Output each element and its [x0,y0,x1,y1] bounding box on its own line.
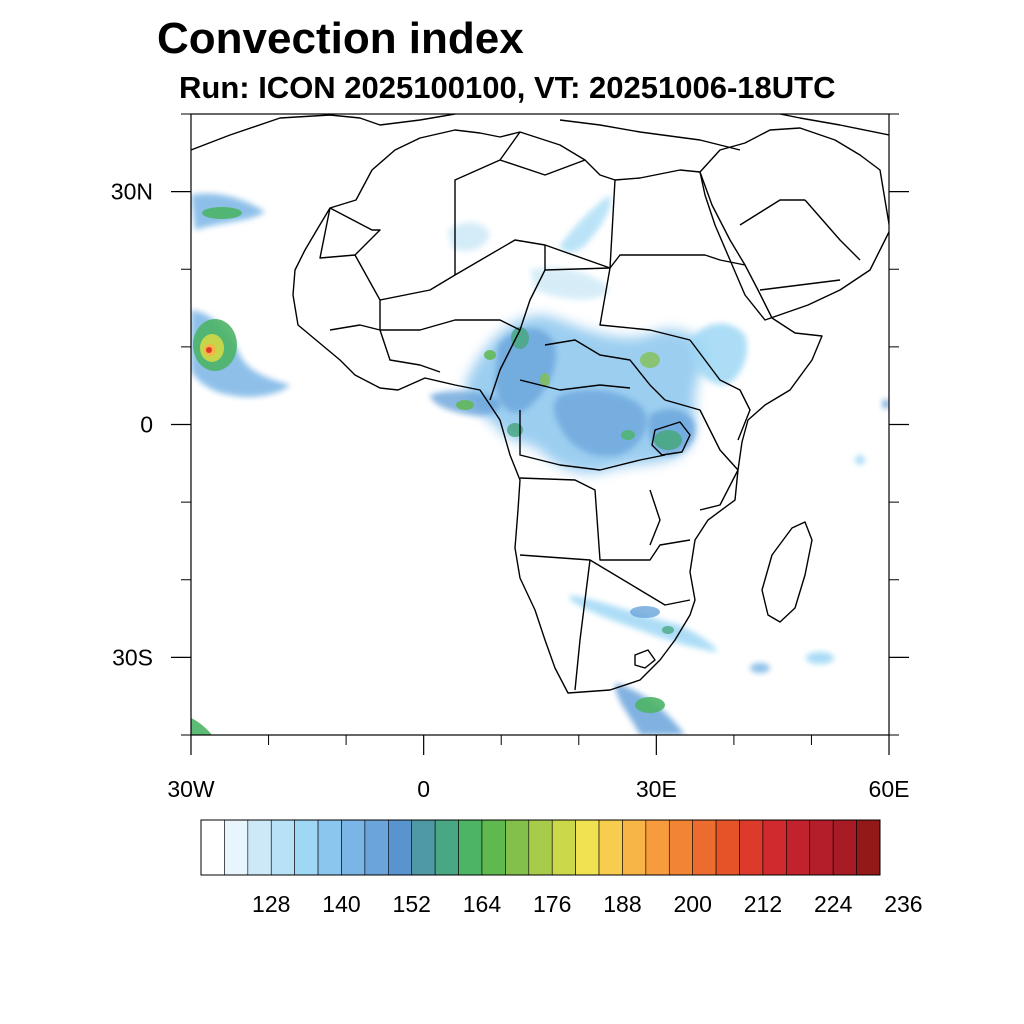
field-congo-core [553,389,648,457]
field-southwest-corner [191,718,212,735]
map-axes: 30N 0 30S 30W 0 30E 60E [111,113,910,802]
lat-tick-label: 30S [112,644,153,670]
field-libya-band [560,195,611,253]
colorbar-tick-label: 128 [252,891,290,917]
colorbar-swatch [598,819,623,876]
colorbar-swatch [668,819,693,876]
colorbar-swatch [692,819,717,876]
lake-victoria [651,421,691,456]
colorbar-swatch [528,819,553,876]
colorbar-swatch [388,819,413,876]
colorbar-swatch [645,819,670,876]
colorbar-swatch [317,819,342,876]
colorbar-swatch [200,819,225,876]
colorbar-swatch [832,819,857,876]
colorbar-tick-label: 152 [393,891,431,917]
field-ethiopia [689,323,748,385]
lon-tick-label: 60E [869,776,910,802]
colorbar-tick-label: 140 [322,891,360,917]
colorbar-swatch [434,819,459,876]
field-chad-band [530,267,610,300]
colorbar-swatch [224,819,249,876]
arabia-coastline [699,127,889,321]
colorbar-tick-label: 188 [603,891,641,917]
colorbar-frame [200,819,881,876]
africa-coastline [292,129,823,694]
colorbar-tick-label: 176 [533,891,571,917]
colorbar-swatch [575,819,600,876]
colorbar-tick-label: 236 [884,891,922,917]
map-title: Convection index [157,14,524,63]
colorbar-tick-label: 224 [814,891,853,917]
colorbar-swatch [364,819,389,876]
colorbar-swatch [341,819,366,876]
colorbar-tick-label: 164 [463,891,502,917]
plot-area [191,114,889,735]
colorbar-swatch [786,819,811,876]
lat-tick-label: 30N [111,179,153,205]
colorbar-swatch [739,819,764,876]
colorbar-swatch [411,819,436,876]
europe-coastline [191,114,889,151]
colorbar-swatch [856,819,881,876]
field-lake-victoria-green [654,430,682,450]
colorbar-swatch [458,819,483,876]
lon-tick-label: 30E [636,776,677,802]
colorbar-swatch [247,819,272,876]
colorbar-swatch [715,819,740,876]
field-gabon-green [507,423,523,437]
field-southern-africa-band [570,595,718,652]
madagascar [761,521,813,623]
field-algeria-band [448,222,490,252]
colorbar-swatch [505,819,530,876]
map-subtitle: Run: ICON 2025100100, VT: 20251006-18UTC [179,70,836,105]
convection-shading [191,193,889,735]
field-nigeria-green [484,350,496,360]
colorbar-swatch [762,819,787,876]
coastline-and-borders [191,114,889,694]
colorbar: 128 140 152 164 176 188 200 212 224 236 [200,819,923,917]
colorbar-swatch [294,819,319,876]
field-cameroon-green [511,327,529,349]
field-madagascar-east [806,652,834,664]
colorbar-swatch [622,819,647,876]
colorbar-swatch [481,819,506,876]
colorbar-tick-label: 200 [674,891,712,917]
lon-tick-label: 0 [417,776,430,802]
lesotho [634,649,656,669]
colorbar-tick-label: 212 [744,891,782,917]
lon-tick-label: 30W [167,776,215,802]
field-car-green [540,373,550,387]
colorbar-swatch [551,819,576,876]
lat-tick-label: 0 [140,412,153,438]
colorbar-swatch [809,819,834,876]
colorbar-swatch [270,819,295,876]
